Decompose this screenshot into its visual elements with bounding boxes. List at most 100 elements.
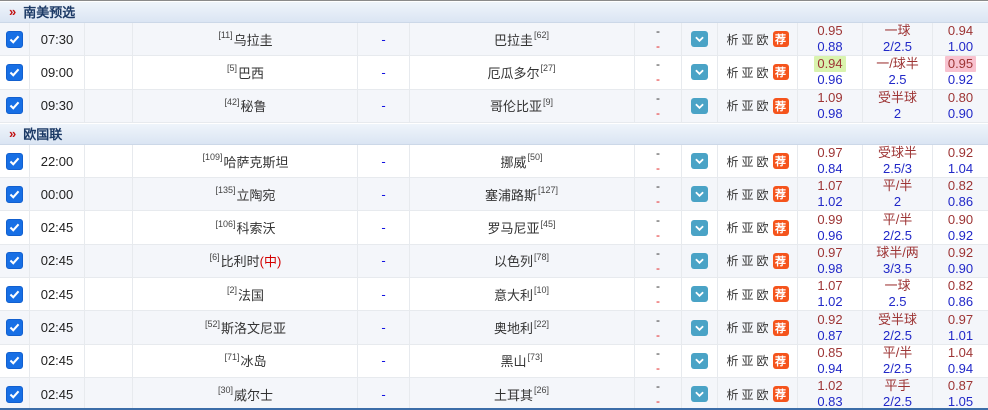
away-team[interactable]: 哥伦比亚 bbox=[489, 99, 542, 115]
home-team[interactable]: 比利时 bbox=[220, 254, 260, 270]
link-analysis[interactable]: 析 bbox=[726, 387, 739, 402]
away-team[interactable]: 奥地利 bbox=[493, 321, 533, 337]
recommend-badge[interactable]: 荐 bbox=[772, 352, 789, 369]
row-checkbox[interactable] bbox=[6, 285, 23, 303]
link-asian-odds[interactable]: 亚 bbox=[741, 187, 754, 202]
away-score: - bbox=[656, 72, 660, 87]
link-analysis[interactable]: 析 bbox=[726, 65, 739, 80]
link-euro-odds[interactable]: 欧 bbox=[756, 187, 769, 202]
link-analysis[interactable]: 析 bbox=[726, 287, 739, 302]
link-asian-odds[interactable]: 亚 bbox=[741, 321, 754, 336]
row-checkbox[interactable] bbox=[6, 30, 23, 48]
expand-dropdown-button[interactable] bbox=[691, 252, 708, 269]
row-checkbox[interactable] bbox=[6, 63, 23, 81]
link-asian-odds[interactable]: 亚 bbox=[741, 221, 754, 236]
away-team[interactable]: 挪威 bbox=[500, 154, 527, 170]
link-analysis[interactable]: 析 bbox=[726, 221, 739, 236]
recommend-badge[interactable]: 荐 bbox=[772, 153, 789, 170]
home-team[interactable]: 秘鲁 bbox=[240, 99, 267, 115]
away-water-bottom: 0.92 bbox=[947, 72, 974, 88]
home-team[interactable]: 哈萨克斯坦 bbox=[223, 154, 289, 170]
expand-dropdown-button[interactable] bbox=[691, 31, 708, 48]
home-team[interactable]: 乌拉圭 bbox=[233, 32, 273, 48]
section-header[interactable]: » 欧国联 bbox=[0, 122, 988, 145]
expand-dropdown-button[interactable] bbox=[691, 319, 708, 336]
row-checkbox[interactable] bbox=[6, 97, 23, 115]
home-team[interactable]: 科索沃 bbox=[236, 221, 276, 237]
link-analysis[interactable]: 析 bbox=[726, 187, 739, 202]
home-team[interactable]: 威尔士 bbox=[234, 387, 274, 403]
link-euro-odds[interactable]: 欧 bbox=[756, 387, 769, 402]
home-team[interactable]: 巴西 bbox=[238, 65, 265, 81]
link-analysis[interactable]: 析 bbox=[726, 154, 739, 169]
link-asian-odds[interactable]: 亚 bbox=[741, 32, 754, 47]
empty-cell bbox=[85, 89, 133, 122]
home-team[interactable]: 法国 bbox=[238, 287, 265, 303]
link-asian-odds[interactable]: 亚 bbox=[741, 287, 754, 302]
away-team[interactable]: 厄瓜多尔 bbox=[487, 65, 540, 81]
recommend-badge[interactable]: 荐 bbox=[772, 97, 789, 114]
match-row: 02:45 [6] 比利时 (中) - 以色列 [78] - - 析 亚 欧 荐 0 bbox=[0, 244, 988, 279]
link-euro-odds[interactable]: 欧 bbox=[756, 321, 769, 336]
section-header[interactable]: » 南美预选 bbox=[0, 1, 988, 23]
expand-dropdown-button[interactable] bbox=[691, 286, 708, 303]
link-asian-odds[interactable]: 亚 bbox=[741, 154, 754, 169]
match-row: 09:30 [42] 秘鲁 - 哥伦比亚 [9] - - 析 亚 欧 荐 1.09 bbox=[0, 89, 988, 123]
away-water-top: 0.92 bbox=[947, 244, 974, 260]
recommend-badge[interactable]: 荐 bbox=[772, 319, 789, 336]
away-team[interactable]: 土耳其 bbox=[493, 387, 533, 403]
link-analysis[interactable]: 析 bbox=[726, 354, 739, 369]
expand-dropdown-button[interactable] bbox=[691, 386, 708, 403]
link-euro-odds[interactable]: 欧 bbox=[756, 65, 769, 80]
home-team[interactable]: 斯洛文尼亚 bbox=[221, 321, 287, 337]
expand-dropdown-button[interactable] bbox=[691, 186, 708, 203]
recommend-badge[interactable]: 荐 bbox=[772, 286, 789, 303]
expand-dropdown-button[interactable] bbox=[691, 97, 708, 114]
link-analysis[interactable]: 析 bbox=[726, 99, 739, 114]
link-asian-odds[interactable]: 亚 bbox=[741, 354, 754, 369]
handicap-line: 受球半 bbox=[877, 145, 917, 161]
recommend-badge[interactable]: 荐 bbox=[772, 31, 789, 48]
away-team[interactable]: 罗马尼亚 bbox=[487, 221, 540, 237]
recommend-badge[interactable]: 荐 bbox=[772, 186, 789, 203]
away-team[interactable]: 以色列 bbox=[493, 254, 533, 270]
recommend-badge[interactable]: 荐 bbox=[772, 252, 789, 269]
row-checkbox[interactable] bbox=[6, 219, 23, 237]
recommend-badge[interactable]: 荐 bbox=[772, 64, 789, 81]
link-euro-odds[interactable]: 欧 bbox=[756, 287, 769, 302]
row-checkbox[interactable] bbox=[6, 352, 23, 370]
recommend-badge[interactable]: 荐 bbox=[772, 219, 789, 236]
expand-dropdown-button[interactable] bbox=[691, 352, 708, 369]
link-analysis[interactable]: 析 bbox=[726, 321, 739, 336]
goals-line: 2 bbox=[893, 105, 902, 121]
row-checkbox[interactable] bbox=[6, 185, 23, 203]
recommend-badge[interactable]: 荐 bbox=[772, 386, 789, 403]
away-team[interactable]: 意大利 bbox=[493, 287, 533, 303]
link-analysis[interactable]: 析 bbox=[726, 254, 739, 269]
away-team[interactable]: 塞浦路斯 bbox=[484, 187, 537, 203]
home-team[interactable]: 冰岛 bbox=[240, 354, 267, 370]
row-checkbox[interactable] bbox=[6, 385, 23, 403]
link-euro-odds[interactable]: 欧 bbox=[756, 354, 769, 369]
link-euro-odds[interactable]: 欧 bbox=[756, 221, 769, 236]
expand-dropdown-button[interactable] bbox=[691, 153, 708, 170]
home-team[interactable]: 立陶宛 bbox=[236, 187, 276, 203]
expand-dropdown-button[interactable] bbox=[691, 219, 708, 236]
link-euro-odds[interactable]: 欧 bbox=[756, 254, 769, 269]
link-asian-odds[interactable]: 亚 bbox=[741, 387, 754, 402]
link-euro-odds[interactable]: 欧 bbox=[756, 154, 769, 169]
row-checkbox[interactable] bbox=[6, 152, 23, 170]
link-asian-odds[interactable]: 亚 bbox=[741, 254, 754, 269]
row-checkbox[interactable] bbox=[6, 319, 23, 337]
link-analysis[interactable]: 析 bbox=[726, 32, 739, 47]
link-euro-odds[interactable]: 欧 bbox=[756, 99, 769, 114]
away-team[interactable]: 黑山 bbox=[500, 354, 527, 370]
link-asian-odds[interactable]: 亚 bbox=[741, 99, 754, 114]
away-water-top: 0.92 bbox=[947, 145, 974, 161]
link-asian-odds[interactable]: 亚 bbox=[741, 65, 754, 80]
away-team[interactable]: 巴拉圭 bbox=[493, 32, 533, 48]
expand-dropdown-button[interactable] bbox=[691, 64, 708, 81]
goals-line: 2/2.5 bbox=[883, 394, 912, 410]
row-checkbox[interactable] bbox=[6, 252, 23, 270]
link-euro-odds[interactable]: 欧 bbox=[756, 32, 769, 47]
